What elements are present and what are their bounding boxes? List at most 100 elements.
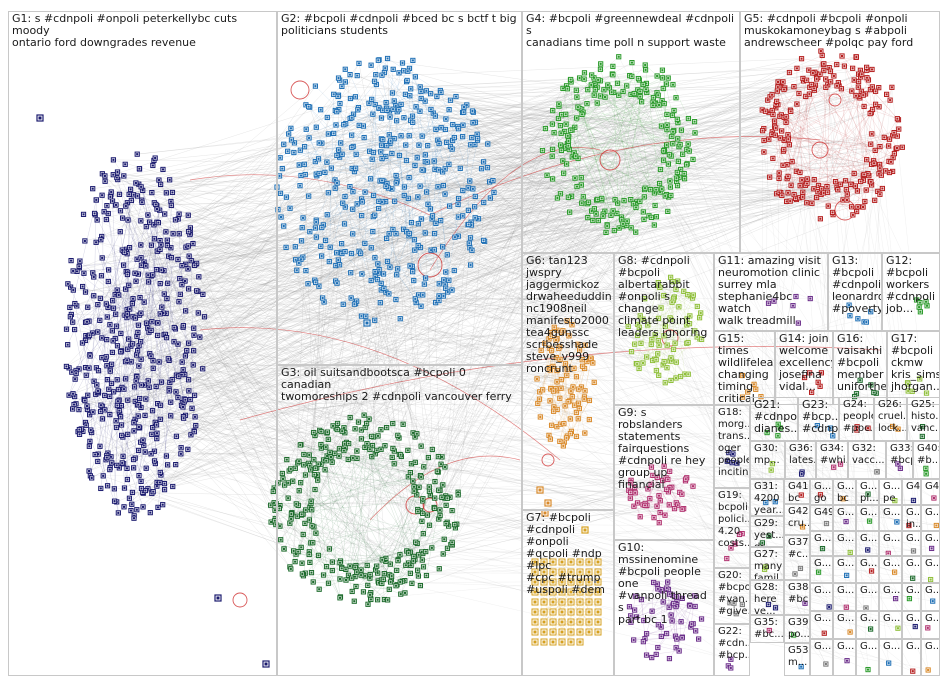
node-core	[412, 279, 415, 282]
edge	[180, 453, 285, 486]
edge	[125, 205, 290, 472]
edge	[581, 91, 641, 186]
node-core	[111, 299, 114, 302]
node-core	[419, 90, 423, 93]
node-core	[360, 272, 363, 276]
node-core	[112, 390, 115, 393]
node-core	[642, 83, 645, 86]
edge	[160, 216, 657, 284]
edge	[618, 95, 811, 299]
edge	[571, 368, 585, 432]
edge	[127, 219, 186, 400]
node-core	[319, 245, 322, 248]
node-core	[551, 123, 554, 126]
edge	[121, 252, 337, 426]
node-core	[437, 299, 440, 302]
node-core	[377, 207, 380, 210]
edge	[490, 197, 935, 499]
edge	[121, 189, 657, 426]
edge	[404, 161, 428, 188]
node-core	[156, 321, 159, 324]
node-core	[381, 558, 384, 561]
node-core	[343, 222, 346, 225]
node-core	[123, 487, 126, 490]
node-core	[126, 478, 129, 481]
node-core	[183, 279, 187, 283]
node-core	[326, 454, 329, 458]
node-core	[136, 153, 139, 156]
node-core	[187, 389, 190, 392]
edge	[128, 86, 794, 286]
edge	[386, 238, 422, 307]
edge	[385, 68, 463, 191]
edge	[280, 539, 872, 572]
edge	[557, 391, 572, 410]
node-core	[403, 194, 406, 197]
node-core	[443, 538, 446, 541]
edge	[135, 317, 878, 472]
edge	[183, 303, 356, 419]
node-core	[193, 394, 196, 397]
edge	[438, 220, 599, 457]
node-core	[326, 431, 329, 434]
edge	[105, 359, 291, 568]
node-core	[338, 263, 341, 266]
node-core	[342, 449, 345, 452]
node-core	[176, 343, 180, 346]
node-core	[344, 206, 347, 209]
node-core	[161, 503, 164, 506]
node-core	[308, 453, 311, 457]
edge	[132, 492, 435, 499]
edge	[646, 650, 680, 656]
node-core	[147, 274, 150, 277]
edge	[160, 80, 804, 476]
node-core	[436, 185, 440, 188]
edge	[153, 91, 624, 225]
edge	[341, 422, 359, 568]
edge	[126, 249, 687, 326]
edge	[369, 145, 569, 152]
edge	[560, 125, 592, 212]
edge	[105, 181, 738, 464]
node-core	[325, 161, 328, 164]
node-core	[93, 380, 96, 383]
edge	[820, 76, 861, 495]
edge	[446, 142, 672, 362]
node-core	[457, 127, 460, 130]
edge	[204, 316, 562, 380]
node-core	[88, 413, 91, 416]
edge	[373, 216, 803, 473]
node-core	[438, 508, 441, 511]
node-core	[349, 416, 352, 419]
edge	[361, 135, 893, 200]
node-core	[471, 109, 474, 113]
edge	[612, 66, 671, 182]
edge	[168, 256, 802, 496]
edge	[815, 85, 874, 161]
edge	[280, 163, 567, 540]
edge	[168, 114, 562, 390]
node-core	[137, 414, 140, 418]
edge	[116, 177, 143, 191]
edge	[159, 214, 853, 483]
node-core	[107, 268, 110, 271]
edge	[139, 297, 390, 575]
edge	[370, 65, 644, 364]
edge	[179, 213, 540, 393]
edge	[168, 87, 826, 257]
edge	[194, 103, 665, 266]
edge	[666, 129, 680, 178]
node-core	[308, 230, 311, 233]
node-core	[126, 433, 129, 436]
edge	[445, 497, 737, 614]
node-core	[203, 315, 206, 318]
node-core	[438, 142, 441, 145]
node-core	[151, 164, 154, 167]
edge	[418, 119, 447, 224]
edge	[137, 195, 926, 469]
self-loop	[811, 141, 829, 159]
node-core	[377, 59, 380, 62]
node-core	[599, 62, 602, 65]
node-core	[315, 126, 318, 129]
node-core	[680, 129, 683, 132]
